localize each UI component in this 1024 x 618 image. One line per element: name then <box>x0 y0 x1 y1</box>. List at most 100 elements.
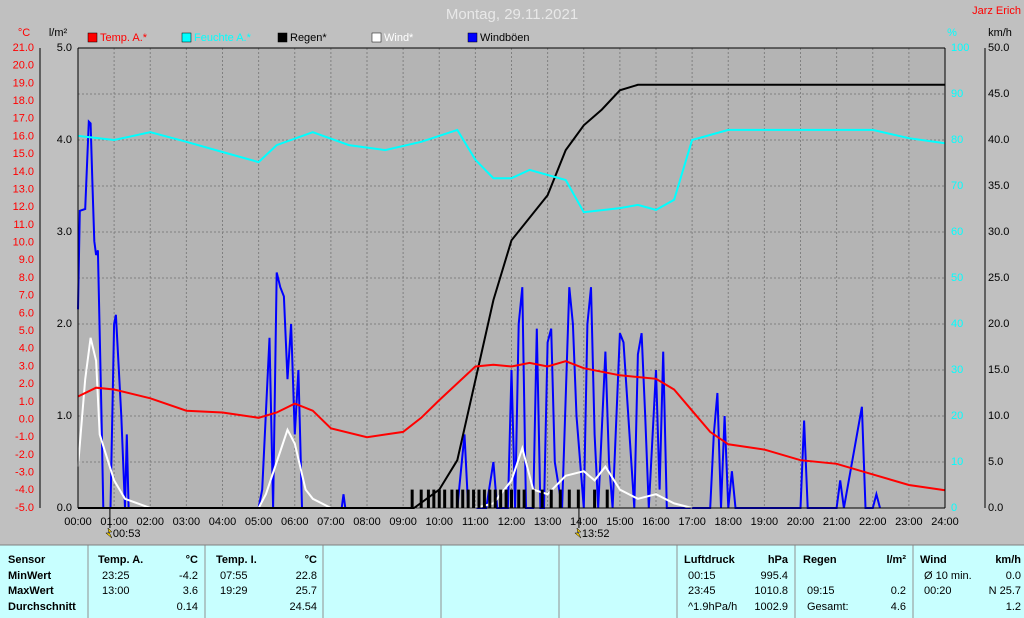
x-tick-label: 00:00 <box>64 516 92 528</box>
rain-bar <box>576 489 580 508</box>
rain-bar <box>540 489 544 508</box>
y-tick-label: 0.0 <box>988 502 1003 514</box>
y-tick-label: 70 <box>951 180 963 192</box>
table-cell: 4.6 <box>891 601 906 613</box>
x-tick-label: 20:00 <box>787 516 815 528</box>
y-tick-label: 13.0 <box>13 183 34 195</box>
rain-bar <box>477 489 481 508</box>
y-tick-label: 10 <box>951 456 963 468</box>
y-tick-label: 30 <box>951 364 963 376</box>
legend-swatch <box>87 32 98 43</box>
y-tick-label: 30.0 <box>988 226 1009 238</box>
y-tick-label: 100 <box>951 42 969 54</box>
x-tick-label: 18:00 <box>714 516 742 528</box>
legend-label: Regen* <box>290 32 327 44</box>
y-tick-label: 9.0 <box>19 254 34 266</box>
rain-bar <box>510 489 513 508</box>
x-tick-label: 11:00 <box>462 516 489 528</box>
table-cell: 0.0 <box>1006 570 1021 582</box>
x-tick-label: 14:00 <box>570 516 598 528</box>
table-background <box>0 545 1024 618</box>
rain-bar <box>466 489 470 508</box>
x-tick-label: 23:00 <box>895 516 923 528</box>
table-cell: 1010.8 <box>754 585 788 597</box>
y-tick-label: 35.0 <box>988 180 1009 192</box>
table-cell: Ø 10 min. <box>924 570 972 582</box>
rain-bar <box>461 489 465 508</box>
x-tick-label: 05:00 <box>245 516 273 528</box>
y-tick-label: 3.0 <box>19 360 34 372</box>
series-line <box>77 337 693 509</box>
y-tick-label: 20.0 <box>13 60 34 72</box>
table-cell: ^1.9hPa/h <box>688 601 737 613</box>
x-tick-label: 04:00 <box>209 516 237 528</box>
rain-bar <box>605 489 609 508</box>
y-tick-label: 5.0 <box>57 42 72 54</box>
table-cell: 09:15 <box>807 585 835 597</box>
y-tick-label: 1.0 <box>57 410 72 422</box>
y-tick-label: 19.0 <box>13 77 34 89</box>
y-tick-label: 90 <box>951 88 963 100</box>
y-tick-label: 11.0 <box>13 219 34 231</box>
y-tick-label: 21.0 <box>13 42 34 54</box>
chart-title: Montag, 29.11.2021 <box>446 6 578 23</box>
rain-bar <box>472 489 476 508</box>
x-tick-label: 03:00 <box>173 516 201 528</box>
table-cell: Sensor <box>8 554 46 566</box>
rain-bar <box>517 489 521 508</box>
y-tick-label: 18.0 <box>13 95 34 107</box>
rain-bar <box>455 489 459 508</box>
table-cell: km/h <box>995 554 1021 566</box>
x-tick-label: 22:00 <box>859 516 887 528</box>
x-tick-label: 08:00 <box>353 516 381 528</box>
rain-bar <box>531 489 535 508</box>
y-tick-label: 40.0 <box>988 134 1009 146</box>
y-tick-label: 14.0 <box>13 166 34 178</box>
y-tick-label: 5.0 <box>19 325 34 337</box>
y-tick-label: 50 <box>951 272 963 284</box>
x-tick-label: 09:00 <box>389 516 417 528</box>
rain-bar <box>437 489 441 508</box>
y-tick-label: 60 <box>951 226 963 238</box>
rain-bar <box>419 489 423 508</box>
legend-label: Wind* <box>384 32 414 44</box>
table-cell: 1002.9 <box>754 601 788 613</box>
table-cell: MinWert <box>8 570 52 582</box>
rain-bar <box>488 489 492 508</box>
y-tick-label: 5.0 <box>988 456 1003 468</box>
y-tick-label: 8.0 <box>19 272 34 284</box>
table-cell: hPa <box>768 554 789 566</box>
x-tick-label: 24:00 <box>931 516 959 528</box>
axis-unit: l/m² <box>49 27 68 39</box>
x-tick-label: 07:00 <box>317 516 345 528</box>
table-cell: °C <box>186 554 198 566</box>
y-tick-label: 45.0 <box>988 88 1009 100</box>
table-cell: 13:00 <box>102 585 130 597</box>
rain-bar <box>499 489 503 508</box>
y-tick-label: 20 <box>951 410 963 422</box>
table-cell: 00:20 <box>924 585 952 597</box>
legend-swatch <box>181 32 192 43</box>
y-tick-label: 6.0 <box>19 307 34 319</box>
y-tick-label: 0 <box>951 502 957 514</box>
lightning-icon <box>105 527 113 539</box>
rain-bar <box>567 489 571 508</box>
y-tick-label: 15.0 <box>13 148 34 160</box>
table-cell: MaxWert <box>8 585 54 597</box>
grid <box>78 48 945 508</box>
table-cell: 0.2 <box>891 585 906 597</box>
table: Sensor Temp. A. °C Temp. I. °C Luftdruck hPa Re… <box>0 544 1024 618</box>
table-cell: 23:45 <box>688 585 716 597</box>
annotation: 00:53 <box>113 528 141 540</box>
table-cell: Durchschnitt <box>8 601 76 613</box>
x-tick-label: 19:00 <box>751 516 779 528</box>
rain-bar <box>493 489 497 508</box>
marks <box>77 83 946 509</box>
y-tick-label: -2.0 <box>15 449 34 461</box>
table-cell: 25.7 <box>296 585 317 597</box>
x-tick-label: 06:00 <box>281 516 309 528</box>
axes: 00:00 01:00 02:00 03:00 04:00 05:00 06:00 07:00… <box>13 27 1012 540</box>
y-tick-label: 1.0 <box>19 396 34 408</box>
rain-bar <box>410 489 414 508</box>
